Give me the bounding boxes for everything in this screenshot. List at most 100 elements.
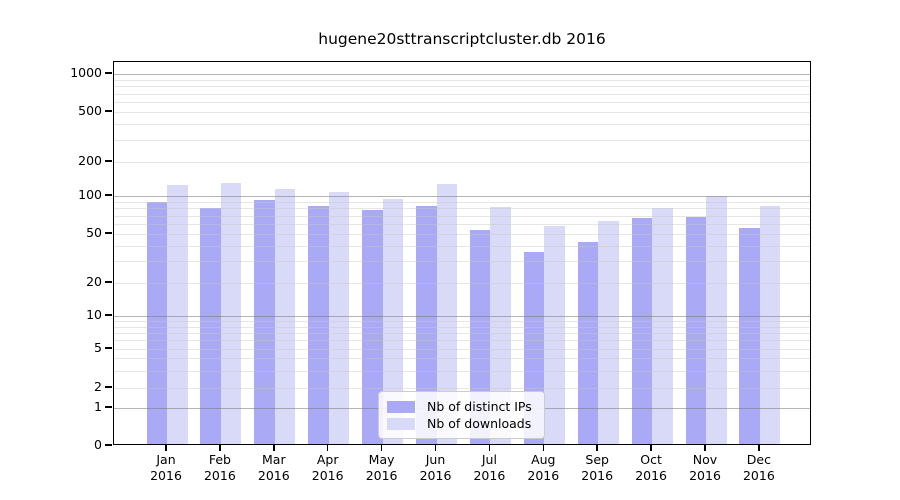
x-axis-tick-label-oct: Oct 2016	[635, 452, 667, 483]
gridline-y-900	[114, 79, 810, 81]
legend-swatch-distinct-ips	[387, 400, 415, 413]
legend-label-distinct-ips: Nb of distinct IPs	[427, 399, 532, 414]
bar-dec-distinct-ips	[739, 227, 760, 444]
bar-mar-distinct-ips	[254, 199, 275, 444]
bar-aug-downloads	[544, 225, 565, 444]
bar-jan-downloads	[167, 184, 188, 444]
x-axis-tick-mark-jun	[434, 445, 437, 451]
gridline-y-400	[114, 124, 810, 126]
y-axis-tick-label-10: 10	[86, 307, 102, 322]
y-axis-tick-label-100: 100	[78, 187, 102, 202]
gridline-y-8	[114, 326, 810, 328]
gridline-y-9	[114, 321, 810, 323]
gridline-y-4	[114, 358, 810, 360]
y-axis-tick-label-50: 50	[86, 225, 102, 240]
bar-feb-downloads	[220, 183, 242, 444]
gridline-y-80	[114, 208, 810, 210]
y-axis-tick-mark-0	[105, 444, 112, 446]
y-axis-tick-label-1: 1	[94, 399, 102, 414]
legend-entry-distinct-ips: Nb of distinct IPs	[387, 398, 534, 415]
bar-oct-downloads	[652, 208, 673, 444]
gridline-y-700	[114, 93, 810, 95]
bar-apr-downloads	[328, 191, 350, 444]
x-axis-tick-mark-feb	[219, 445, 221, 451]
x-axis-tick-mark-jul	[488, 445, 491, 451]
bar-jan-distinct-ips	[146, 201, 167, 444]
y-axis-tick-mark-20	[105, 281, 112, 283]
y-axis-tick-mark-50	[105, 232, 112, 234]
x-axis-tick-mark-mar	[273, 445, 275, 451]
gridline-y-600	[114, 102, 810, 103]
bar-sep-downloads	[598, 221, 619, 444]
x-axis-tick-mark-sep	[596, 445, 598, 451]
bar-jun-distinct-ips	[416, 206, 437, 444]
y-axis-tick-mark-500	[105, 110, 112, 112]
x-axis-tick-mark-oct	[650, 445, 652, 451]
legend-swatch-downloads	[387, 417, 415, 430]
y-axis-tick-label-2: 2	[94, 379, 102, 394]
y-axis-tick-label-1000: 1000	[70, 65, 102, 80]
x-axis-tick-mark-jan	[165, 445, 167, 451]
x-axis-tick-mark-may	[380, 445, 383, 451]
x-axis-tick-label-nov: Nov 2016	[689, 452, 721, 483]
bar-apr-distinct-ips	[308, 205, 329, 444]
x-axis-tick-mark-apr	[326, 445, 329, 451]
gridline-y-40	[114, 245, 810, 247]
y-axis-tick-mark-200	[105, 160, 112, 162]
legend: Nb of distinct IPs Nb of downloads	[378, 391, 545, 439]
bar-feb-distinct-ips	[200, 207, 221, 444]
y-axis-tick-label-0: 0	[94, 437, 102, 452]
chart-title: hugene20sttranscriptcluster.db 2016	[318, 30, 606, 48]
x-axis-tick-mark-nov	[704, 445, 706, 451]
gridline-y-6	[114, 340, 810, 342]
gridline-y-300	[114, 139, 810, 141]
x-axis-tick-label-feb: Feb 2016	[203, 452, 236, 483]
x-axis-tick-label-apr: Apr 2016	[311, 452, 344, 483]
legend-label-downloads: Nb of downloads	[427, 416, 532, 431]
x-axis-tick-label-may: May 2016	[365, 452, 398, 483]
y-axis-tick-label-20: 20	[86, 274, 102, 289]
y-axis-tick-label-500: 500	[78, 103, 102, 118]
y-axis-tick-mark-5	[105, 347, 112, 349]
y-axis-tick-mark-10	[105, 314, 112, 316]
x-axis-tick-mark-dec	[758, 445, 760, 451]
bar-sep-distinct-ips	[577, 242, 599, 444]
y-axis-tick-label-200: 200	[78, 153, 102, 168]
x-axis-tick-label-jan: Jan 2016	[150, 452, 182, 483]
gridline-y-200	[114, 162, 810, 163]
gridline-y-60	[114, 224, 810, 225]
bar-dec-downloads	[759, 205, 781, 444]
bar-jul-downloads	[490, 206, 511, 444]
gridline-y-5	[114, 349, 810, 350]
x-axis-tick-label-jul: Jul 2016	[473, 452, 506, 483]
gridline-y-500	[114, 112, 810, 113]
gridline-y-70	[114, 215, 810, 217]
y-axis-tick-mark-1	[105, 406, 112, 408]
x-axis-tick-label-aug: Aug 2016	[527, 452, 560, 483]
x-axis-tick-label-sep: Sep 2016	[581, 452, 614, 483]
gridline-y-3	[114, 370, 810, 372]
gridline-y-1000	[114, 74, 810, 75]
y-axis-tick-mark-2	[105, 386, 112, 388]
x-axis-tick-mark-aug	[542, 445, 545, 451]
gridline-y-50	[114, 234, 810, 235]
y-axis-tick-mark-100	[105, 194, 112, 196]
gridline-y-2	[114, 388, 810, 389]
gridline-y-800	[114, 86, 810, 88]
x-axis-tick-label-dec: Dec 2016	[742, 452, 775, 483]
bar-nov-distinct-ips	[685, 217, 706, 444]
bar-oct-distinct-ips	[631, 217, 653, 444]
bar-nov-downloads	[706, 195, 727, 444]
bar-may-distinct-ips	[362, 209, 383, 444]
plot-area	[113, 61, 811, 445]
gridline-y-20	[114, 283, 810, 284]
gridline-y-30	[114, 261, 810, 263]
gridline-y-100	[114, 196, 810, 197]
bar-jul-distinct-ips	[469, 229, 491, 444]
y-axis-tick-mark-1000	[105, 72, 112, 74]
x-axis-tick-label-mar: Mar 2016	[257, 452, 290, 483]
y-axis-tick-label-5: 5	[94, 340, 102, 355]
legend-entry-downloads: Nb of downloads	[387, 415, 534, 432]
bar-jun-downloads	[436, 184, 457, 444]
